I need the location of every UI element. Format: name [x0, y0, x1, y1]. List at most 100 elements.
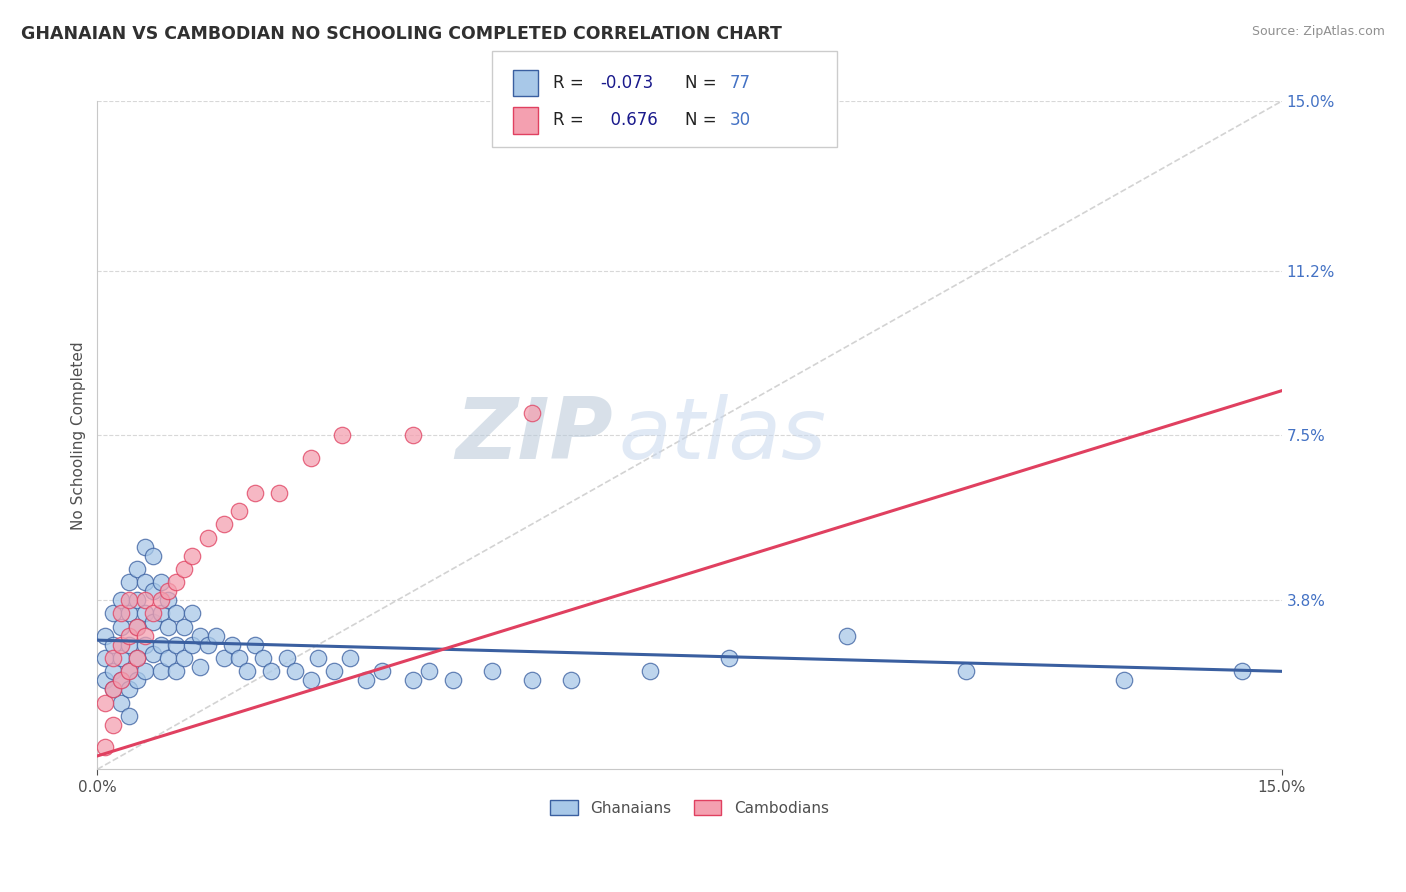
Point — [638, 665, 661, 679]
Point — [236, 665, 259, 679]
Point — [134, 607, 156, 621]
Point — [276, 651, 298, 665]
Point — [245, 638, 267, 652]
Point — [94, 651, 117, 665]
Point — [149, 593, 172, 607]
Point — [142, 584, 165, 599]
Point — [181, 638, 204, 652]
Point — [110, 696, 132, 710]
Point — [134, 638, 156, 652]
Point — [402, 428, 425, 442]
Point — [101, 665, 124, 679]
Point — [110, 593, 132, 607]
Point — [101, 638, 124, 652]
Point — [520, 406, 543, 420]
Point — [149, 638, 172, 652]
Text: atlas: atlas — [619, 393, 827, 477]
Point — [252, 651, 274, 665]
Point — [165, 638, 187, 652]
Point — [370, 665, 392, 679]
Point — [339, 651, 361, 665]
Point — [134, 593, 156, 607]
Point — [299, 450, 322, 465]
Point — [118, 665, 141, 679]
Point — [520, 673, 543, 688]
Point — [323, 665, 346, 679]
Point — [299, 673, 322, 688]
Point — [157, 620, 180, 634]
Point — [125, 620, 148, 634]
Point — [955, 665, 977, 679]
Point — [204, 629, 226, 643]
Point — [94, 629, 117, 643]
Point — [125, 593, 148, 607]
Point — [94, 696, 117, 710]
Point — [418, 665, 440, 679]
Point — [149, 607, 172, 621]
Point — [101, 718, 124, 732]
Point — [125, 562, 148, 576]
Point — [125, 620, 148, 634]
Point — [165, 607, 187, 621]
Point — [330, 428, 353, 442]
Point — [142, 615, 165, 630]
Point — [110, 651, 132, 665]
Point — [110, 673, 132, 688]
Point — [142, 607, 165, 621]
Point — [101, 682, 124, 697]
Point — [267, 486, 290, 500]
Text: GHANAIAN VS CAMBODIAN NO SCHOOLING COMPLETED CORRELATION CHART: GHANAIAN VS CAMBODIAN NO SCHOOLING COMPL… — [21, 25, 782, 43]
Point — [110, 638, 132, 652]
Point — [125, 651, 148, 665]
Point — [157, 584, 180, 599]
Point — [212, 517, 235, 532]
Point — [165, 575, 187, 590]
Point — [245, 486, 267, 500]
Point — [197, 638, 219, 652]
Point — [181, 549, 204, 563]
Point — [101, 682, 124, 697]
Point — [441, 673, 464, 688]
Point — [118, 709, 141, 723]
Point — [110, 607, 132, 621]
Point — [402, 673, 425, 688]
Point — [118, 629, 141, 643]
Point — [134, 540, 156, 554]
Point — [134, 665, 156, 679]
Point — [118, 607, 141, 621]
Text: 0.676: 0.676 — [600, 112, 658, 129]
Point — [228, 504, 250, 518]
Point — [134, 575, 156, 590]
Point — [188, 629, 211, 643]
Point — [125, 673, 148, 688]
Legend: Ghanaians, Cambodians: Ghanaians, Cambodians — [544, 794, 835, 822]
Point — [142, 549, 165, 563]
Text: Source: ZipAtlas.com: Source: ZipAtlas.com — [1251, 25, 1385, 38]
Point — [142, 647, 165, 661]
Point — [354, 673, 377, 688]
Point — [284, 665, 307, 679]
Point — [188, 660, 211, 674]
Point — [118, 638, 141, 652]
Point — [181, 607, 204, 621]
Text: N =: N = — [685, 74, 721, 92]
Text: ZIP: ZIP — [456, 393, 613, 477]
Point — [94, 739, 117, 754]
Point — [157, 651, 180, 665]
Point — [118, 593, 141, 607]
Point — [481, 665, 503, 679]
Point — [221, 638, 243, 652]
Point — [101, 651, 124, 665]
Point — [125, 651, 148, 665]
Text: -0.073: -0.073 — [600, 74, 654, 92]
Point — [173, 620, 195, 634]
Point — [228, 651, 250, 665]
Point — [1112, 673, 1135, 688]
Point — [1230, 665, 1253, 679]
Point — [560, 673, 582, 688]
Point — [118, 665, 141, 679]
Point — [134, 629, 156, 643]
Point — [197, 531, 219, 545]
Text: 77: 77 — [730, 74, 751, 92]
Point — [118, 682, 141, 697]
